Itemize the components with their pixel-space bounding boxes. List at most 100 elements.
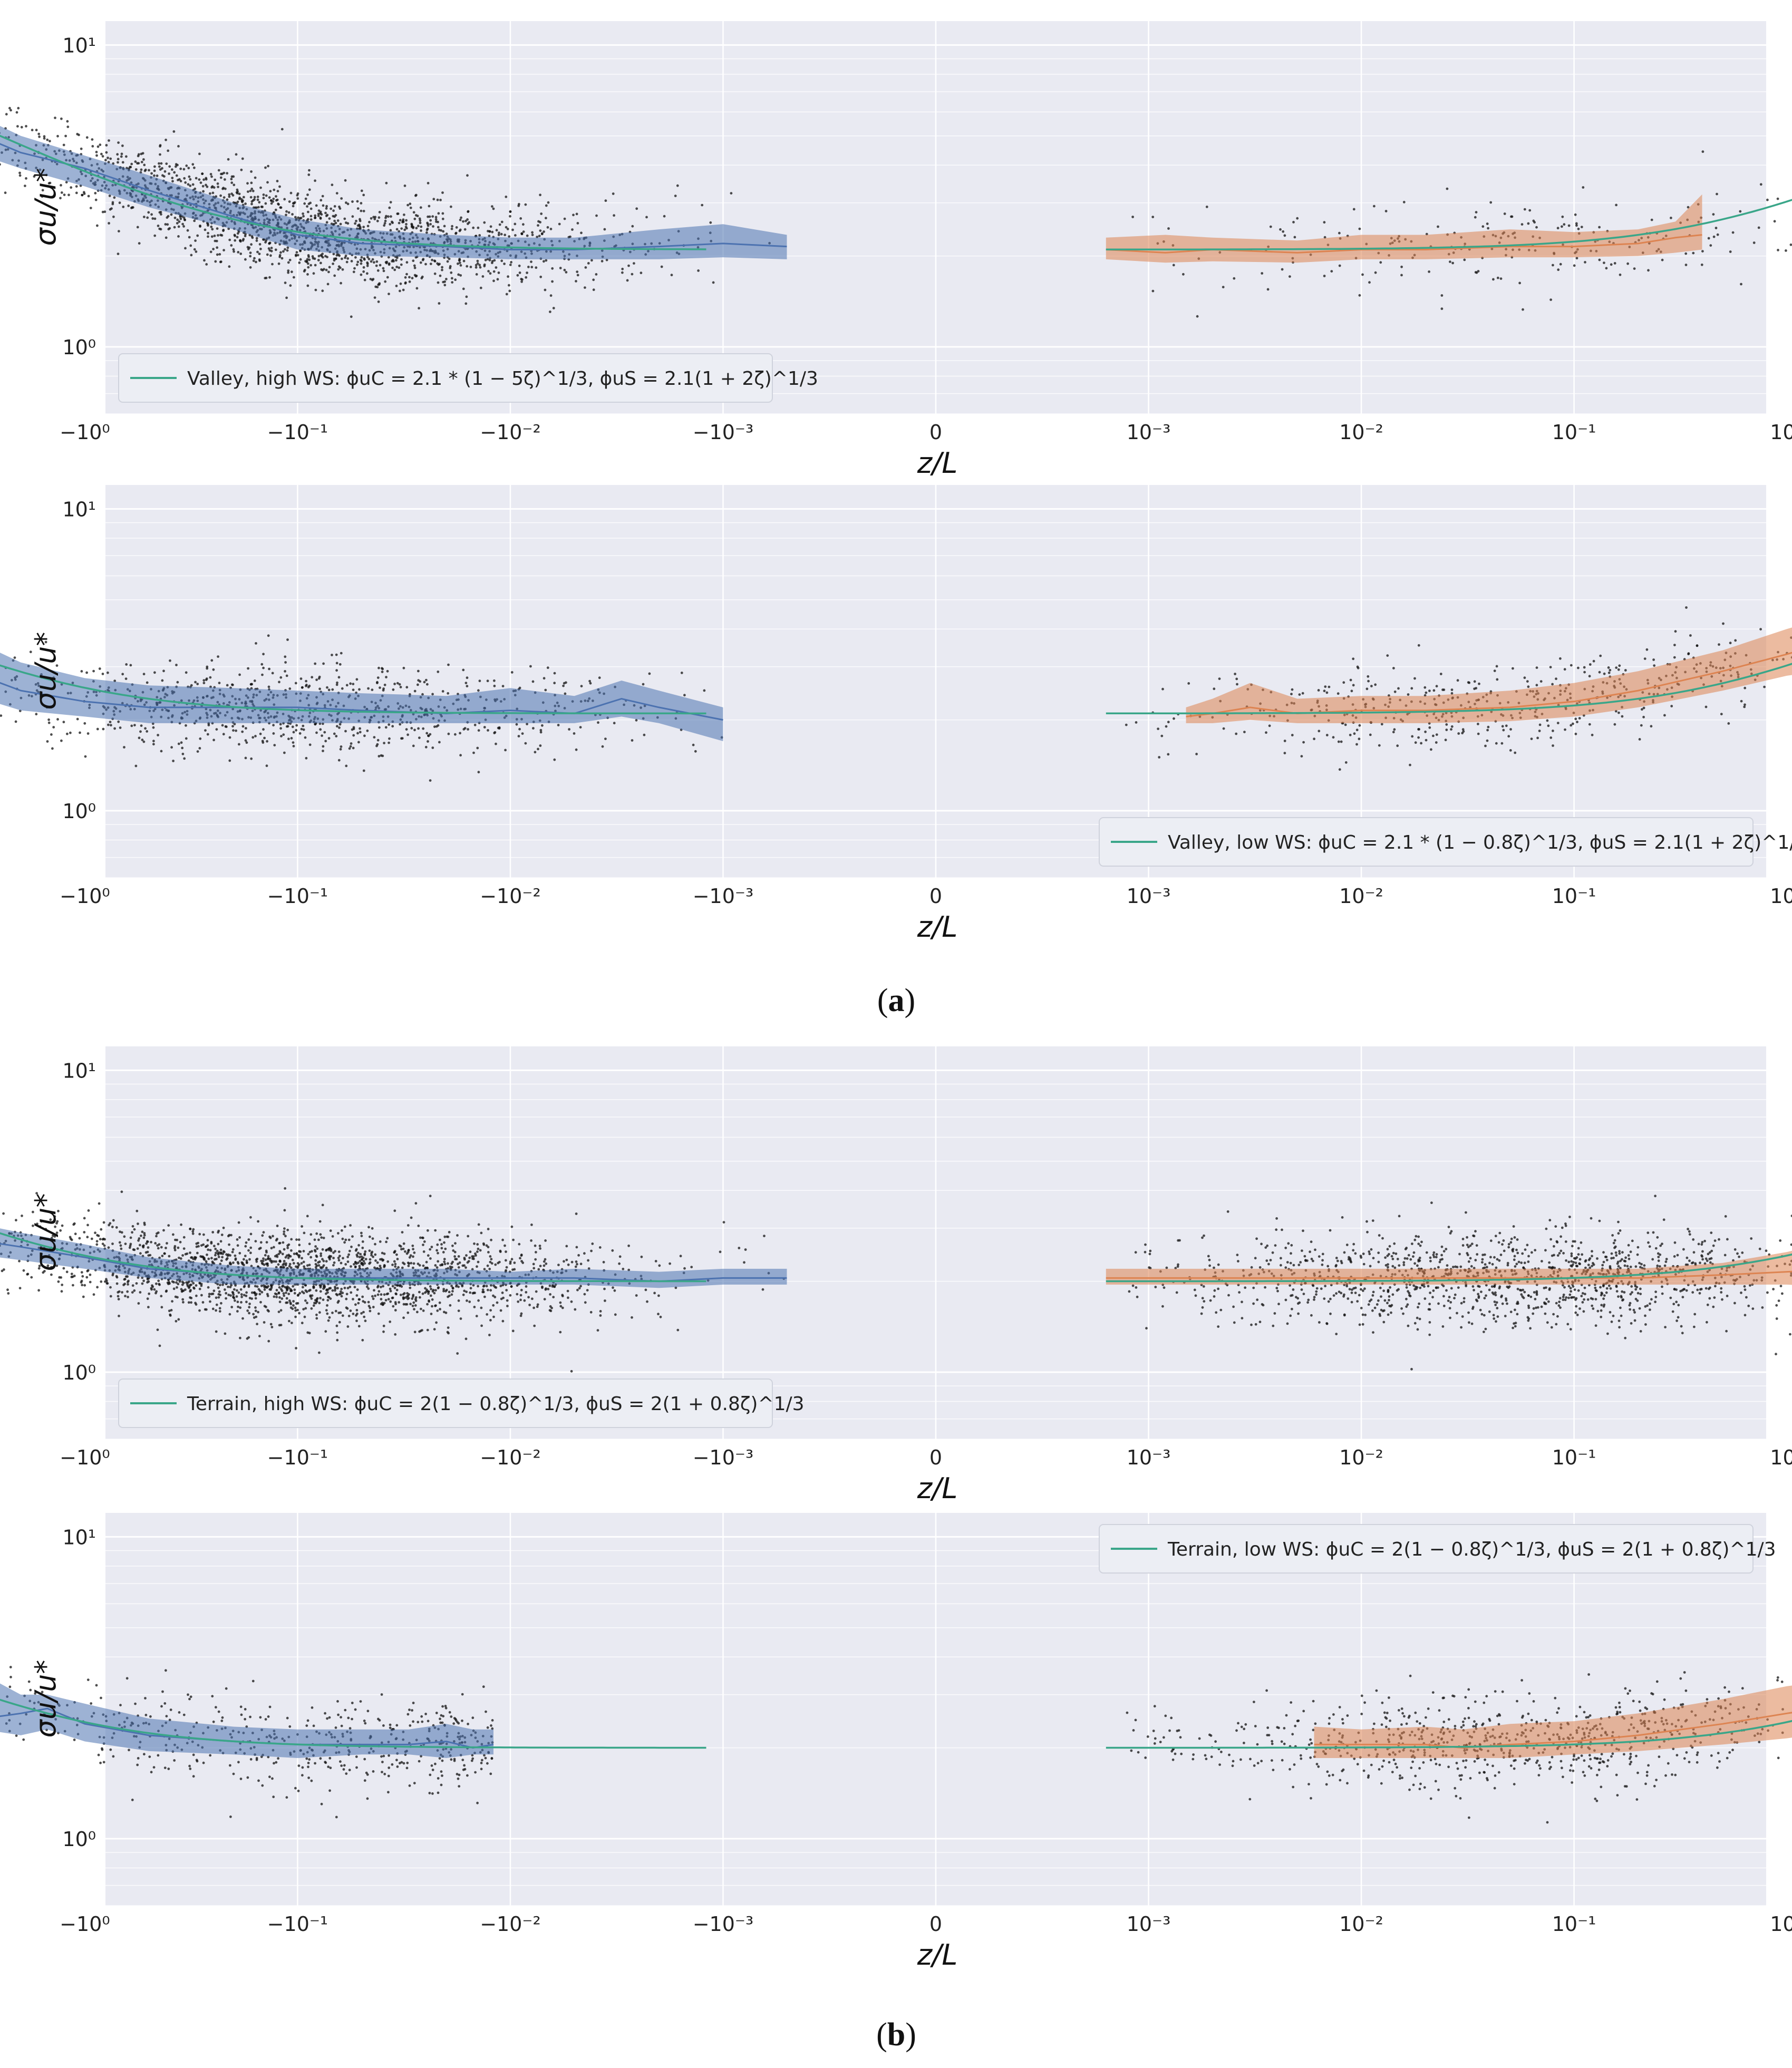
scatter-point [482,1285,485,1288]
scatter-point [680,1255,682,1257]
scatter-point [447,664,450,666]
scatter-point [170,213,173,216]
scatter-point [227,1286,229,1288]
scatter-point [16,125,19,128]
scatter-point [102,1242,104,1245]
scatter-point [268,276,271,279]
scatter-point [347,1325,350,1328]
scatter-point [1302,741,1305,744]
scatter-point [369,1249,371,1252]
scatter-point [86,136,89,139]
scatter-point [1279,228,1282,231]
scatter-point [173,226,176,229]
scatter-point [527,266,530,268]
scatter-point [406,733,409,736]
scatter-point [14,656,16,659]
scatter-point [391,725,394,727]
scatter-point [236,192,239,195]
scatter-point [436,1244,439,1246]
scatter-point [242,725,245,728]
scatter-point [273,732,275,735]
scatter-point [314,264,317,267]
scatter-point [503,1245,506,1247]
scatter-point [575,749,578,751]
scatter-point [140,153,143,156]
scatter-point [338,1321,341,1324]
scatter-point [322,1298,325,1301]
scatter-point [1505,724,1508,727]
scatter-point [547,201,550,204]
scatter-point [464,228,467,231]
scatter-point [1378,744,1381,747]
scatter-point [491,231,493,234]
scatter-point [337,1232,340,1235]
scatter-point [442,218,444,220]
scatter-point [345,221,347,224]
scatter-point [599,1310,602,1313]
scatter-point [394,1265,396,1268]
scatter-point [207,224,209,227]
scatter-point [357,207,360,210]
scatter-point [138,1237,141,1240]
scatter-point [1504,212,1506,215]
scatter-point [248,1303,251,1305]
scatter-point [497,278,499,280]
scatter-point [394,1287,396,1289]
scatter-point [324,212,327,215]
scatter-point [519,271,521,274]
scatter-point [642,683,645,686]
scatter-point [247,1249,250,1252]
scatter-point [450,206,452,208]
scatter-point [140,169,143,171]
scatter-point [157,1247,160,1250]
scatter-point [302,1286,304,1288]
scatter-point [7,1292,9,1295]
scatter-point [184,247,187,250]
scatter-point [520,1313,523,1315]
scatter-point [263,193,265,196]
scatter-point [335,735,337,737]
scatter-point [171,168,173,171]
scatter-point [363,266,365,269]
scatter-point [441,1247,443,1249]
scatter-point [352,683,354,685]
scatter-point [350,1265,352,1268]
scatter-point [229,736,231,739]
scatter-point [254,679,256,682]
scatter-point [173,130,176,133]
scatter-point [233,250,235,253]
scatter-point [301,1262,303,1265]
scatter-point [363,210,365,212]
scatter-point [530,260,532,263]
scatter-point [187,167,190,169]
scatter-point [304,736,307,739]
scatter-point [231,1251,234,1254]
scatter-point [267,1340,270,1343]
scatter-point [214,235,216,237]
scatter-point [422,1244,424,1246]
scatter-point [477,227,480,229]
scatter-point [336,1287,339,1289]
scatter-point [217,655,219,658]
scatter-point [488,1334,491,1336]
scatter-point [1774,220,1776,222]
scatter-point [278,681,280,683]
scatter-point [344,1287,346,1289]
scatter-point [1359,294,1361,297]
scatter-point [1603,673,1606,675]
scatter-point [1578,717,1581,720]
scatter-point [356,1288,359,1291]
scatter-point [351,729,354,731]
scatter-point [216,227,219,230]
scatter-point [259,187,262,189]
scatter-point [296,251,298,254]
scatter-point [539,1247,541,1250]
scatter-point [428,205,431,208]
scatter-point [198,153,201,156]
scatter-point [372,1306,375,1308]
scatter-point [382,1331,385,1333]
scatter-point [507,275,509,278]
scatter-point [310,218,313,221]
scatter-point [281,1289,284,1292]
scatter-point [99,143,101,146]
